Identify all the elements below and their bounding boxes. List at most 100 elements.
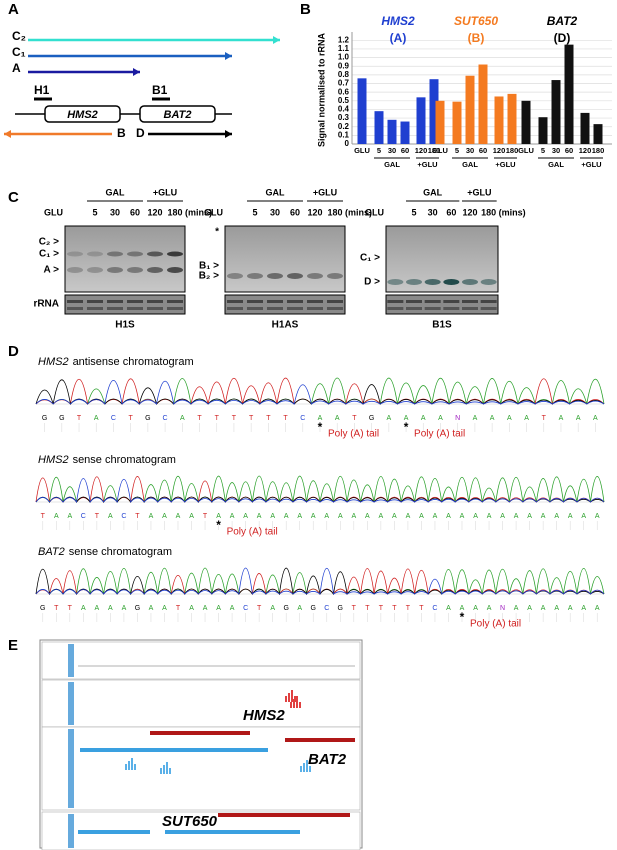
base-letter: A — [162, 605, 167, 612]
base-letter: A — [230, 513, 235, 520]
gene-name: HMS2 — [38, 356, 69, 368]
blot — [385, 225, 499, 293]
base-letter: A — [473, 513, 478, 520]
bar — [538, 117, 548, 144]
unit-label: (mins) — [499, 207, 526, 217]
base-letter: T — [352, 605, 357, 612]
bar — [494, 96, 504, 144]
blot-band — [247, 273, 263, 279]
gene-label: BAT2 — [164, 109, 192, 121]
base-letter: A — [284, 513, 289, 520]
lane-label: 120 — [147, 207, 162, 217]
y-axis-label: Signal normalised to rRNA — [316, 32, 326, 147]
rrna-band — [107, 300, 123, 303]
gene-box — [139, 105, 216, 123]
panel-label: C — [8, 189, 19, 206]
base-letter: A — [433, 513, 438, 520]
base-letter: G — [135, 605, 140, 612]
blot-band — [167, 251, 183, 257]
track-label: sense chromatogram — [69, 546, 172, 558]
base-letter: A — [438, 415, 443, 422]
band-label: B₁ > — [199, 261, 219, 272]
rrna-band — [443, 300, 460, 303]
x-tick-label: 30 — [388, 146, 396, 155]
base-letter: T — [542, 415, 547, 422]
base-letter: A — [524, 415, 529, 422]
bar — [429, 79, 439, 144]
browser-panel — [41, 679, 361, 728]
rrna-band — [67, 307, 83, 310]
bar — [435, 100, 445, 144]
loading-label: rRNA — [33, 299, 59, 310]
poly-a-star: * — [460, 610, 465, 624]
base-letter: T — [232, 415, 237, 422]
x-tick-label: 5 — [377, 146, 381, 155]
bar — [478, 64, 488, 144]
blot — [224, 225, 346, 293]
blot-band — [107, 251, 123, 257]
base-letter: A — [270, 513, 275, 520]
blot-band — [424, 279, 441, 285]
rrna-band — [462, 307, 478, 310]
condition-label: GAL — [423, 187, 443, 197]
base-letter: A — [318, 415, 323, 422]
base-letter: A — [404, 415, 409, 422]
blot-band — [462, 279, 478, 285]
band-label: * — [215, 227, 219, 238]
lane-label: 60 — [130, 207, 140, 217]
rrna-band — [67, 300, 83, 303]
condition-label: GAL — [266, 187, 286, 197]
base-letter: A — [473, 605, 478, 612]
base-letter: A — [490, 415, 495, 422]
base-letter: C — [432, 605, 437, 612]
lane-label: GLU — [204, 207, 223, 217]
coverage-peak — [134, 764, 136, 770]
y-tick-label: 0.7 — [338, 79, 350, 88]
blot-band — [227, 273, 243, 279]
rrna-band — [462, 300, 478, 303]
coverage-peak — [303, 763, 305, 772]
blot-band — [167, 267, 183, 273]
rrna-band — [327, 307, 343, 310]
base-letter: G — [59, 415, 64, 422]
chart-title: SUT650 — [454, 14, 498, 28]
base-letter: A — [595, 605, 600, 612]
chart-title: HMS2 — [381, 14, 415, 28]
rrna-band — [227, 300, 243, 303]
base-letter: T — [41, 513, 46, 520]
panel-label: E — [8, 637, 18, 654]
y-tick-label: 0.5 — [338, 96, 350, 105]
track-color — [68, 729, 74, 808]
x-tick-label: 180 — [592, 146, 605, 155]
x-tick-label: 60 — [479, 146, 487, 155]
base-letter: T — [129, 415, 134, 422]
base-letter: C — [163, 415, 168, 422]
base-letter: C — [300, 415, 305, 422]
blot-band — [307, 273, 323, 279]
track-color — [68, 644, 74, 677]
transcript-arrow-head — [225, 52, 232, 60]
base-letter: G — [40, 605, 45, 612]
lane-label: 180 — [327, 207, 342, 217]
poly-a-star: * — [216, 518, 221, 532]
coverage-peak — [293, 699, 295, 708]
base-letter: A — [297, 605, 302, 612]
base-letter: T — [266, 415, 271, 422]
trace — [35, 380, 605, 405]
lane-label: 180 — [167, 207, 182, 217]
base-letter: T — [54, 605, 59, 612]
gene-label: HMS2 — [67, 109, 98, 121]
y-tick-label: 0.9 — [338, 61, 350, 70]
track-title: HMS2 sense chromatogram — [38, 454, 176, 466]
base-letter: G — [42, 415, 47, 422]
base-letter: A — [554, 605, 559, 612]
base-letter: A — [243, 513, 248, 520]
blot-band — [87, 251, 103, 257]
rrna-band — [387, 307, 404, 310]
rrna-strip — [224, 294, 346, 315]
coverage-peak — [288, 693, 290, 702]
base-letter: A — [180, 415, 185, 422]
trace — [35, 478, 605, 503]
rrna-band — [443, 307, 460, 310]
base-letter: A — [487, 605, 492, 612]
